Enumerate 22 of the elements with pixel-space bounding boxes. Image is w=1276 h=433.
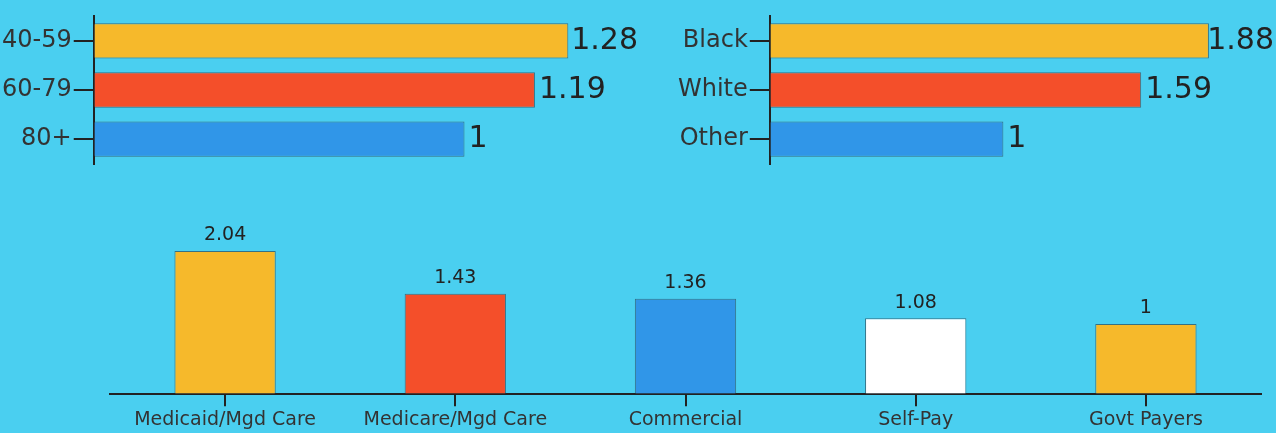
data-label: 1 [468, 118, 488, 154]
data-label: 1.88 [1207, 20, 1274, 56]
data-label: 1.19 [538, 69, 606, 105]
y-tick-label: 60-79 [1, 74, 72, 103]
x-tick-label: Medicare/Mgd Care [363, 406, 548, 429]
data-label: 2.04 [203, 222, 247, 245]
data-label: 1.43 [434, 265, 477, 288]
x-tick-label: Self-Pay [878, 406, 954, 429]
y-tick-label: Other [679, 123, 748, 152]
x-tick-label: Govt Payers [1088, 406, 1203, 429]
data-label: 1 [1007, 118, 1027, 154]
data-label: 1.08 [894, 289, 937, 312]
data-label: 1.28 [571, 20, 638, 56]
data-label: 1.59 [1145, 69, 1212, 105]
x-tick-label: Commercial [628, 406, 743, 429]
y-tick-label: Black [682, 25, 748, 54]
x-tick-label: Medicaid/Mgd Care [134, 406, 317, 429]
y-tick-label: 40-59 [1, 25, 72, 54]
data-label: 1 [1139, 295, 1152, 318]
y-tick-label: 80+ [21, 123, 72, 152]
data-label: 1.36 [664, 270, 707, 293]
y-tick-label: White [677, 74, 748, 103]
